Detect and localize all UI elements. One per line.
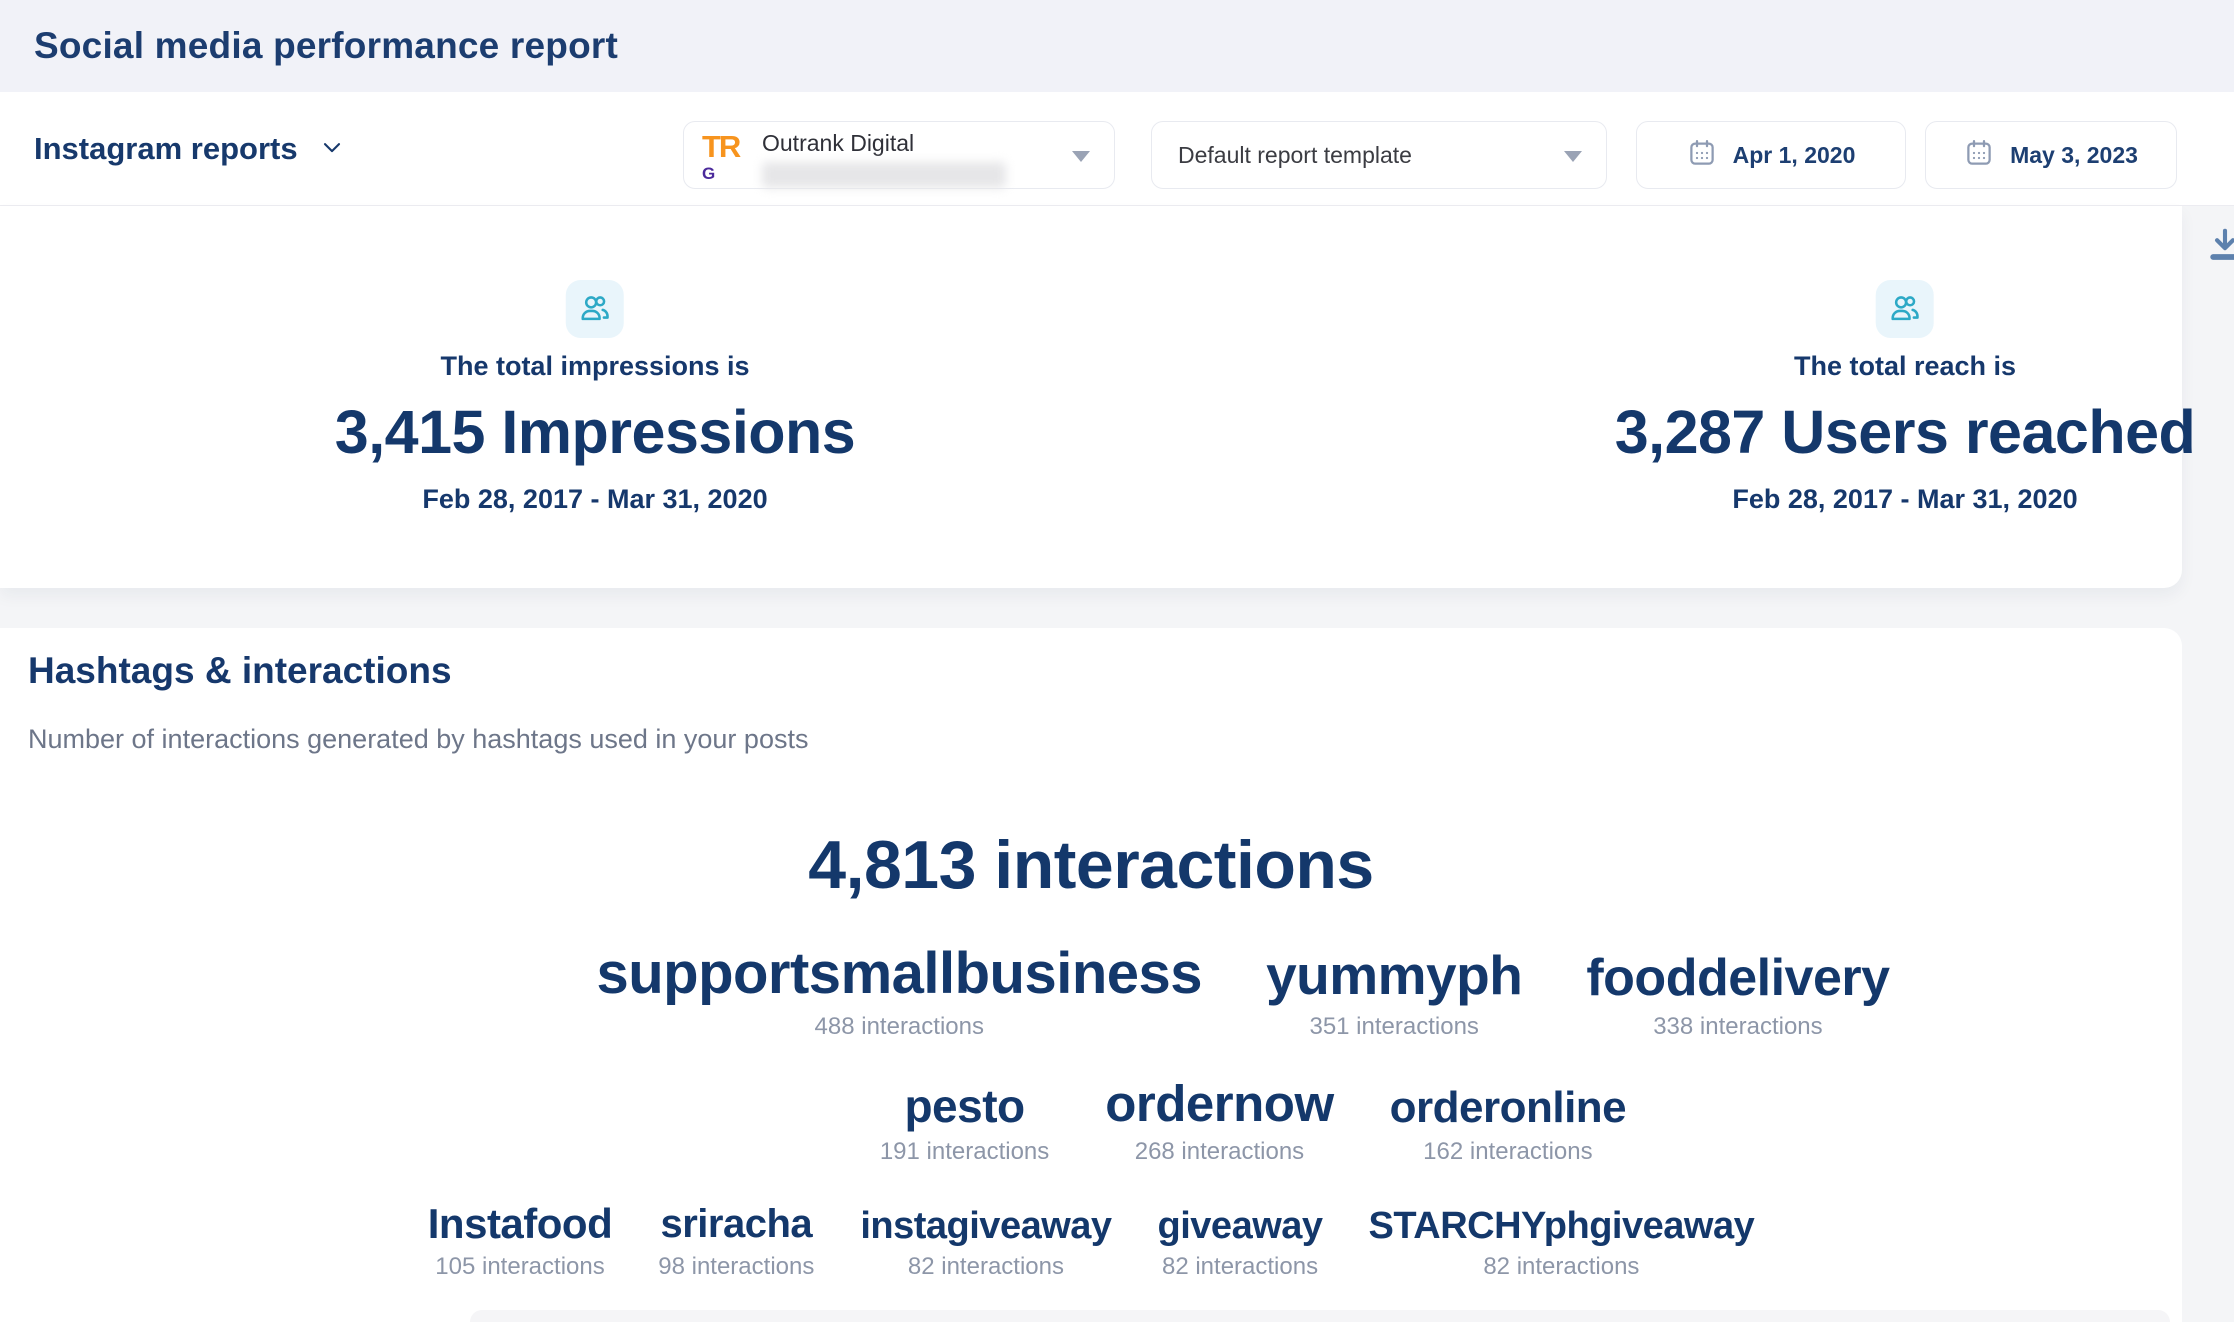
hashtag-label: ordernow <box>1105 1074 1334 1132</box>
hashtag-count: 105 interactions <box>435 1253 605 1281</box>
hashtag-count: 351 interactions <box>1309 1012 1479 1040</box>
chevron-down-icon <box>318 133 346 166</box>
totals-card: The total impressions is 3,415 Impressio… <box>0 206 2196 588</box>
next-section-edge <box>470 1310 2170 1322</box>
hashtag-count: 98 interactions <box>658 1253 815 1281</box>
calendar-icon <box>1687 138 1717 173</box>
hashtag-item: ordernow 268 interactions <box>1105 1074 1334 1166</box>
hashtag-label: STARCHYphgiveaway <box>1368 1204 1755 1247</box>
hashtag-label: supportsmallbusiness <box>596 941 1203 1006</box>
hashtag-count: 488 interactions <box>814 1012 984 1040</box>
hashtag-item: sriracha 98 interactions <box>658 1202 814 1281</box>
logo-text-primary: TR <box>702 129 741 164</box>
hashtag-label: yummyph <box>1266 944 1523 1007</box>
hashtag-count: 82 interactions <box>1161 1253 1319 1281</box>
hashtag-item: fooddelivery 338 interactions <box>1586 948 1890 1041</box>
date-to-value: May 3, 2023 <box>2010 141 2138 168</box>
hashtag-count: 268 interactions <box>1134 1138 1305 1166</box>
hashtag-count: 82 interactions <box>907 1253 1064 1281</box>
hashtag-item: supportsmallbusiness 488 interactions <box>596 941 1203 1041</box>
hashtag-count: 82 interactions <box>1483 1253 1640 1281</box>
report-type-selector[interactable]: Instagram reports <box>34 92 346 206</box>
top-header-band: Social media performance report <box>0 0 2234 92</box>
reach-value: 3,287 Users reached <box>1614 398 2196 466</box>
impressions-label: The total impressions is <box>440 351 750 381</box>
date-to-field[interactable]: May 3, 2023 <box>1925 121 2177 189</box>
hashtag-item: pesto 191 interactions <box>879 1079 1050 1167</box>
hashtag-label: Instafood <box>427 1200 613 1248</box>
impressions-period: Feb 28, 2017 - Mar 31, 2020 <box>422 484 768 514</box>
report-type-label: Instagram reports <box>34 131 298 166</box>
template-selector[interactable]: Default report template <box>1151 121 1607 189</box>
cloud-row-2: pesto 191 interactions ordernow 268 inte… <box>162 1075 2234 1166</box>
download-icon <box>2206 228 2234 268</box>
impressions-value: 3,415 Impressions <box>334 398 856 466</box>
users-icon <box>566 280 624 338</box>
caret-down-icon <box>1072 151 1090 162</box>
hashtag-item: STARCHYphgiveaway 82 interactions <box>1369 1205 1755 1282</box>
hashtags-section: Hashtags & interactions Number of intera… <box>0 628 2182 1322</box>
hashtag-label: giveaway <box>1157 1204 1324 1247</box>
reach-label: The total reach is <box>1793 351 2017 381</box>
date-from-value: Apr 1, 2020 <box>1732 141 1856 168</box>
hashtag-label: orderonline <box>1389 1082 1627 1132</box>
hashtag-word-cloud: supportsmallbusiness 488 interactions yu… <box>0 941 2182 1281</box>
date-from-field[interactable]: Apr 1, 2020 <box>1636 121 1906 189</box>
download-report-button[interactable] <box>2206 226 2234 266</box>
page-title: Social media performance report <box>34 25 618 66</box>
redacted-text-blur <box>762 162 1006 188</box>
hashtag-count: 338 interactions <box>1653 1012 1823 1040</box>
hashtag-item: yummyph 351 interactions <box>1266 944 1523 1041</box>
cloud-row-1: supportsmallbusiness 488 interactions yu… <box>152 941 2234 1041</box>
total-interactions: 4,813 interactions <box>808 827 1374 903</box>
hashtag-count: 162 interactions <box>1423 1138 1593 1166</box>
caret-down-icon <box>1564 151 1582 162</box>
calendar-icon <box>1964 138 1994 173</box>
hashtag-count: 191 interactions <box>879 1138 1050 1166</box>
users-icon <box>1875 280 1934 338</box>
hashtag-item: giveaway 82 interactions <box>1157 1204 1324 1282</box>
reach-period: Feb 28, 2017 - Mar 31, 2020 <box>1732 484 2078 514</box>
company-selector[interactable]: TR G Outrank Digital <box>683 121 1115 189</box>
hashtag-item: orderonline 162 interactions <box>1390 1083 1627 1166</box>
hashtag-label: sriracha <box>660 1202 813 1247</box>
template-selector-value: Default report template <box>1178 142 1412 168</box>
hashtag-item: Instafood 105 interactions <box>427 1200 613 1281</box>
impressions-stat: The total impressions is 3,415 Impressio… <box>334 280 856 515</box>
hashtags-subtitle: Number of interactions generated by hash… <box>28 724 809 754</box>
hashtag-label: instagiveaway <box>860 1204 1112 1247</box>
hashtag-label: pesto <box>904 1079 1025 1132</box>
company-name: Outrank Digital <box>762 130 915 156</box>
toolbar: Instagram reports TR G Outrank Digital D… <box>0 92 2234 260</box>
hashtag-label: fooddelivery <box>1586 948 1890 1007</box>
company-logo: TR G <box>702 129 750 183</box>
hashtags-title: Hashtags & interactions <box>28 650 452 691</box>
cloud-row-3: Instafood 105 interactions sriracha 98 i… <box>0 1200 2182 1281</box>
hashtag-item: instagiveaway 82 interactions <box>860 1204 1112 1282</box>
reach-stat: The total reach is 3,287 Users reached F… <box>1615 280 2196 515</box>
logo-text-secondary: G <box>702 164 716 183</box>
